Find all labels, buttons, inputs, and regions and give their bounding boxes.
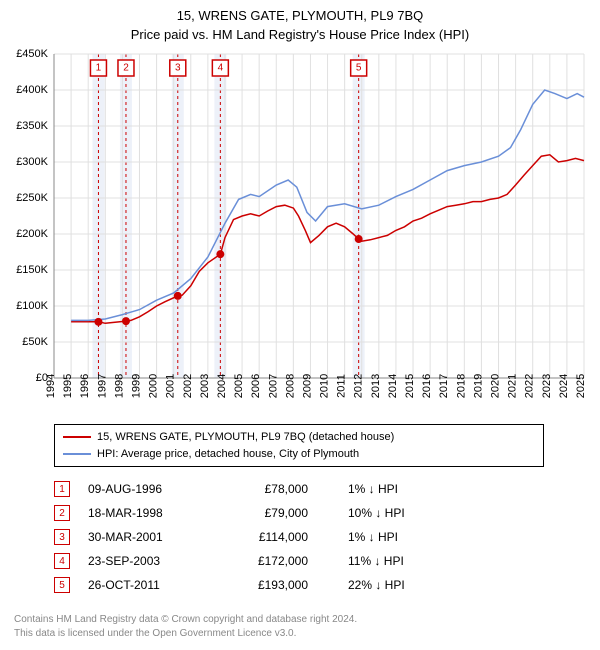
- svg-text:£400K: £400K: [16, 84, 48, 96]
- sales-row: 4 23-SEP-2003 £172,000 11% ↓ HPI: [54, 549, 590, 573]
- sales-row: 5 26-OCT-2011 £193,000 22% ↓ HPI: [54, 573, 590, 597]
- svg-text:1999: 1999: [130, 374, 142, 398]
- legend-swatch: [63, 453, 91, 455]
- svg-text:2018: 2018: [455, 374, 467, 398]
- svg-text:2: 2: [123, 63, 129, 74]
- svg-text:2009: 2009: [301, 374, 313, 398]
- svg-text:2008: 2008: [284, 374, 296, 398]
- sale-diff: 1% ↓ HPI: [348, 482, 468, 496]
- svg-text:2015: 2015: [404, 374, 416, 398]
- sale-price: £78,000: [238, 482, 348, 496]
- legend-box: 15, WRENS GATE, PLYMOUTH, PL9 7BQ (detac…: [54, 424, 544, 467]
- svg-text:1995: 1995: [62, 374, 74, 398]
- sale-price: £114,000: [238, 530, 348, 544]
- svg-text:2005: 2005: [233, 374, 245, 398]
- svg-text:2000: 2000: [148, 374, 160, 398]
- svg-text:2017: 2017: [438, 374, 450, 398]
- svg-text:2010: 2010: [319, 374, 331, 398]
- svg-text:£350K: £350K: [16, 120, 48, 132]
- chart-subtitle: Price paid vs. HM Land Registry's House …: [10, 27, 590, 42]
- svg-text:2006: 2006: [250, 374, 262, 398]
- sale-marker-box: 2: [54, 505, 70, 521]
- sale-marker-box: 4: [54, 553, 70, 569]
- legend-label: HPI: Average price, detached house, City…: [97, 446, 359, 463]
- sales-row: 3 30-MAR-2001 £114,000 1% ↓ HPI: [54, 525, 590, 549]
- svg-text:2024: 2024: [558, 374, 570, 398]
- svg-text:2019: 2019: [472, 374, 484, 398]
- svg-text:2023: 2023: [541, 374, 553, 398]
- sale-diff: 11% ↓ HPI: [348, 554, 468, 568]
- svg-text:2011: 2011: [336, 374, 348, 398]
- legend-label: 15, WRENS GATE, PLYMOUTH, PL9 7BQ (detac…: [97, 429, 394, 446]
- svg-text:1998: 1998: [113, 374, 125, 398]
- svg-text:2022: 2022: [524, 374, 536, 398]
- svg-text:5: 5: [356, 63, 362, 74]
- svg-text:1996: 1996: [79, 374, 91, 398]
- svg-text:2004: 2004: [216, 374, 228, 398]
- sale-date: 30-MAR-2001: [88, 530, 238, 544]
- footer-line: This data is licensed under the Open Gov…: [14, 627, 590, 641]
- svg-text:1994: 1994: [45, 374, 57, 398]
- svg-text:2001: 2001: [165, 374, 177, 398]
- sale-date: 23-SEP-2003: [88, 554, 238, 568]
- sale-diff: 10% ↓ HPI: [348, 506, 468, 520]
- svg-text:1: 1: [96, 63, 102, 74]
- svg-text:£50K: £50K: [22, 336, 48, 348]
- sale-date: 18-MAR-1998: [88, 506, 238, 520]
- svg-text:2020: 2020: [490, 374, 502, 398]
- line-chart-svg: £0£50K£100K£150K£200K£250K£300K£350K£400…: [10, 48, 590, 418]
- sale-date: 09-AUG-1996: [88, 482, 238, 496]
- sale-price: £79,000: [238, 506, 348, 520]
- svg-text:2012: 2012: [353, 374, 365, 398]
- legend-item: HPI: Average price, detached house, City…: [63, 446, 535, 463]
- sale-price: £172,000: [238, 554, 348, 568]
- svg-text:3: 3: [175, 63, 181, 74]
- svg-text:2002: 2002: [182, 374, 194, 398]
- svg-text:2025: 2025: [575, 374, 587, 398]
- svg-text:£300K: £300K: [16, 156, 48, 168]
- sales-row: 2 18-MAR-1998 £79,000 10% ↓ HPI: [54, 501, 590, 525]
- svg-text:£150K: £150K: [16, 264, 48, 276]
- svg-text:2016: 2016: [421, 374, 433, 398]
- sale-price: £193,000: [238, 578, 348, 592]
- svg-text:1997: 1997: [96, 374, 108, 398]
- chart-title: 15, WRENS GATE, PLYMOUTH, PL9 7BQ: [10, 8, 590, 23]
- legend-item: 15, WRENS GATE, PLYMOUTH, PL9 7BQ (detac…: [63, 429, 535, 446]
- svg-text:2007: 2007: [267, 374, 279, 398]
- svg-text:£450K: £450K: [16, 48, 48, 60]
- svg-text:£200K: £200K: [16, 228, 48, 240]
- sale-diff: 22% ↓ HPI: [348, 578, 468, 592]
- legend-swatch: [63, 436, 91, 438]
- chart-container: 15, WRENS GATE, PLYMOUTH, PL9 7BQ Price …: [0, 0, 600, 650]
- sale-diff: 1% ↓ HPI: [348, 530, 468, 544]
- sale-marker-box: 1: [54, 481, 70, 497]
- svg-text:2013: 2013: [370, 374, 382, 398]
- svg-text:£250K: £250K: [16, 192, 48, 204]
- svg-text:2014: 2014: [387, 374, 399, 398]
- svg-text:2003: 2003: [199, 374, 211, 398]
- chart-area: £0£50K£100K£150K£200K£250K£300K£350K£400…: [10, 48, 590, 418]
- sale-date: 26-OCT-2011: [88, 578, 238, 592]
- footer-line: Contains HM Land Registry data © Crown c…: [14, 613, 590, 627]
- sale-marker-box: 5: [54, 577, 70, 593]
- footer-attribution: Contains HM Land Registry data © Crown c…: [10, 609, 590, 642]
- svg-text:£100K: £100K: [16, 300, 48, 312]
- sales-table: 1 09-AUG-1996 £78,000 1% ↓ HPI 2 18-MAR-…: [54, 477, 590, 597]
- svg-text:2021: 2021: [507, 374, 519, 398]
- sale-marker-box: 3: [54, 529, 70, 545]
- svg-text:4: 4: [218, 63, 224, 74]
- sales-row: 1 09-AUG-1996 £78,000 1% ↓ HPI: [54, 477, 590, 501]
